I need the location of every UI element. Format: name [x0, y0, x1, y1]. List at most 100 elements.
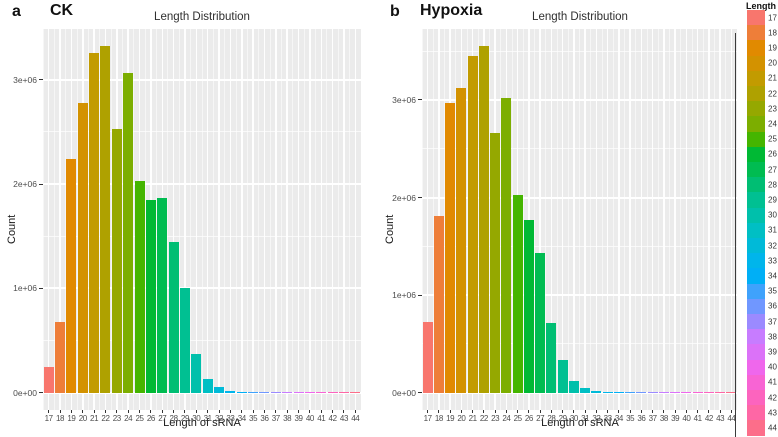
x-tick-mark [161, 410, 163, 413]
x-tick-mark [652, 410, 654, 413]
y-tick-label: 3e+06 [392, 94, 416, 105]
legend-label-44: 44 [768, 423, 777, 433]
v-minor-gridline [669, 29, 670, 410]
panel-b-y-axis-title: Count [384, 214, 396, 244]
x-tick-label: 26 [524, 414, 534, 423]
v-minor-gridline [477, 29, 479, 410]
v-minor-gridline [144, 29, 146, 410]
x-tick-label: 17 [423, 414, 433, 423]
x-tick-label: 35 [249, 414, 258, 423]
y-tick-mark [418, 197, 422, 199]
v-minor-gridline [725, 29, 727, 410]
x-tick-mark [207, 410, 209, 413]
bar-ck-len-37 [270, 392, 281, 393]
bar-ck-len-21 [89, 52, 100, 393]
v-major-gridline [708, 29, 710, 410]
x-tick-mark [562, 410, 564, 413]
v-major-gridline [47, 29, 50, 410]
x-tick-mark [517, 410, 519, 413]
x-tick-mark [539, 410, 541, 413]
v-minor-gridline [53, 29, 55, 410]
h-minor-gridline [43, 131, 361, 133]
bar-hypoxia-len-22 [478, 46, 489, 393]
x-tick-mark [139, 410, 141, 413]
bar-ck-len-27 [157, 197, 168, 393]
v-minor-gridline [110, 29, 112, 410]
legend-label-34: 34 [768, 271, 777, 281]
v-major-gridline [696, 29, 699, 410]
v-major-gridline [685, 29, 688, 410]
bar-hypoxia-len-38 [658, 392, 669, 393]
h-minor-gridline [422, 50, 737, 52]
v-major-gridline [651, 29, 654, 410]
x-tick-mark [252, 410, 254, 413]
x-tick-mark [195, 410, 197, 413]
legend-swatch-29 [747, 192, 765, 208]
y-tick-mark [39, 79, 43, 81]
v-major-gridline [297, 29, 300, 410]
panel-a-y-axis-title: Count [6, 214, 18, 244]
x-tick-label: 36 [637, 414, 646, 423]
x-tick-mark [629, 410, 631, 413]
x-tick-label: 33 [226, 414, 235, 423]
v-minor-gridline [489, 29, 490, 410]
y-tick-label: 0e+00 [13, 387, 37, 398]
v-minor-gridline [624, 29, 625, 410]
x-tick-label: 21 [90, 414, 99, 423]
bar-ck-len-22 [100, 46, 111, 393]
x-tick-mark [460, 410, 462, 413]
x-tick-mark [573, 410, 575, 413]
legend-swatch-30 [747, 207, 765, 223]
v-minor-gridline [714, 29, 715, 410]
v-minor-gridline [511, 29, 513, 410]
v-major-gridline [584, 29, 586, 410]
x-tick-label: 38 [283, 414, 292, 423]
legend-swatch-38 [747, 329, 765, 345]
legend-label-39: 39 [768, 347, 777, 357]
v-minor-gridline [212, 29, 214, 410]
x-tick-mark [550, 410, 552, 413]
panel-a-x-axis-title: Length of sRNA [163, 417, 241, 429]
y-tick-label: 2e+06 [392, 192, 416, 203]
v-minor-gridline [702, 29, 704, 410]
x-tick-label: 18 [55, 414, 65, 423]
y-tick-label: 2e+06 [13, 179, 37, 190]
x-tick-label: 29 [558, 414, 568, 423]
v-major-gridline [730, 29, 733, 410]
legend-label-17: 17 [768, 13, 777, 23]
panel-b-x-axis-title: Length of sRNA [541, 417, 619, 429]
v-major-gridline [674, 29, 676, 410]
legend-swatch-39 [747, 344, 765, 360]
v-minor-gridline [646, 29, 648, 410]
bar-ck-len-24 [123, 73, 134, 393]
x-tick-label: 19 [446, 414, 455, 423]
x-tick-mark [607, 410, 609, 413]
x-tick-mark [697, 410, 699, 413]
legend-label-26: 26 [768, 149, 777, 159]
y-tick-label: 1e+06 [392, 290, 416, 301]
x-tick-label: 44 [351, 414, 360, 423]
x-tick-mark [438, 410, 440, 413]
x-tick-label: 37 [648, 414, 658, 423]
h-minor-gridline [43, 235, 361, 237]
x-tick-mark [640, 410, 642, 413]
v-minor-gridline [567, 29, 569, 410]
v-major-gridline [320, 29, 322, 410]
v-minor-gridline [201, 29, 203, 410]
bar-ck-len-28 [168, 242, 179, 393]
bar-ck-len-43 [338, 392, 349, 393]
legend-swatch-44 [747, 420, 765, 436]
v-major-gridline [218, 29, 220, 410]
v-minor-gridline [736, 29, 738, 410]
x-tick-mark [241, 410, 243, 413]
v-minor-gridline [601, 29, 603, 410]
x-tick-label: 24 [502, 414, 511, 423]
v-major-gridline [275, 29, 277, 410]
x-tick-label: 21 [468, 414, 478, 423]
v-major-gridline [59, 29, 61, 410]
v-major-gridline [618, 29, 620, 410]
v-minor-gridline [269, 29, 271, 410]
legend-swatch-20 [747, 55, 765, 71]
bar-hypoxia-len-33 [602, 391, 613, 393]
x-tick-label: 41 [693, 414, 703, 423]
